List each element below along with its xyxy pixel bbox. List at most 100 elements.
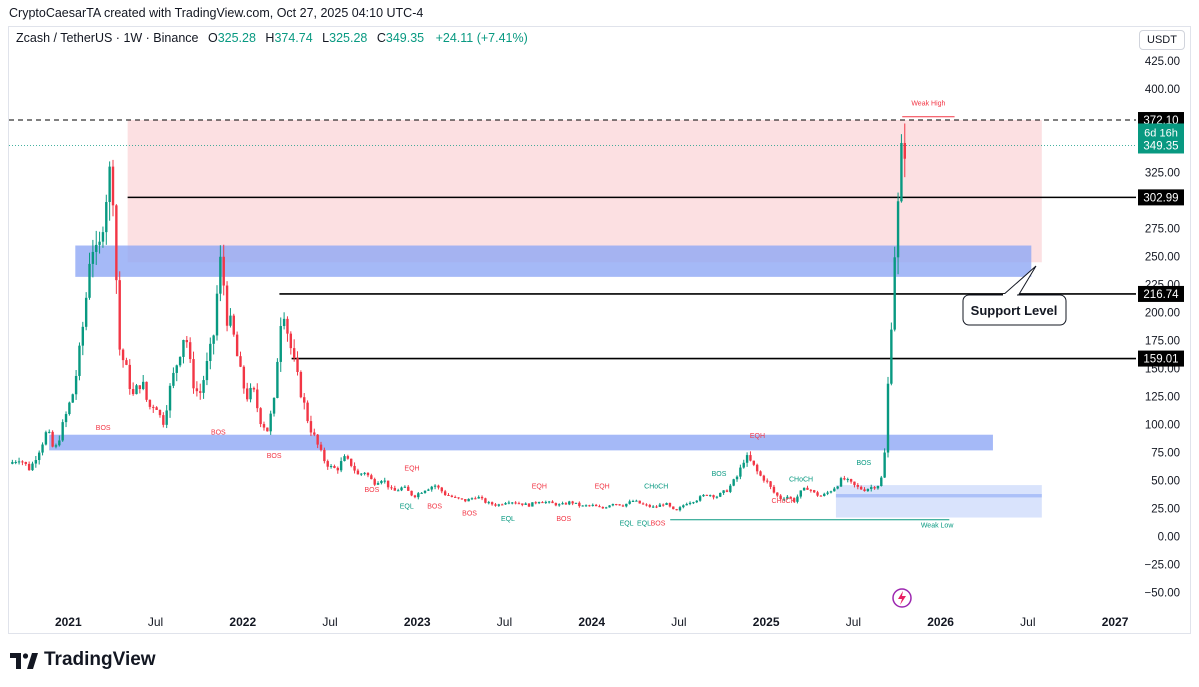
candle-body [672, 506, 675, 510]
candle-body [739, 467, 742, 477]
candle-body [873, 487, 876, 489]
candle-body [24, 461, 27, 464]
y-tick-label: 325.00 [1145, 168, 1180, 180]
candle-body [561, 503, 564, 505]
candle-body [386, 480, 390, 488]
candle-body [209, 343, 212, 362]
candle-body [229, 315, 232, 326]
candle-body [819, 495, 823, 497]
candle-body [81, 326, 85, 346]
y-tick-label: 175.00 [1145, 336, 1180, 348]
candle-body [537, 502, 541, 504]
candle-body [551, 501, 554, 504]
candle-body [115, 205, 118, 281]
candle-body [306, 402, 309, 422]
candle-body [490, 502, 494, 505]
candle-body [729, 485, 732, 492]
x-tick-label: Jul [671, 615, 686, 629]
candle-body [534, 502, 537, 504]
annotation-bos: BOS [651, 520, 666, 527]
candle-body [880, 477, 883, 486]
candle-body [366, 472, 370, 476]
candle-body [336, 467, 339, 471]
candle-body [591, 504, 594, 506]
candle-body [786, 496, 789, 499]
candle-body [34, 460, 38, 464]
candle-body [98, 241, 101, 245]
candle-body [675, 509, 678, 511]
annotation-bos: BOS [427, 504, 442, 511]
candle-body [145, 381, 148, 400]
candle-body [27, 463, 31, 471]
candle-body [527, 503, 531, 507]
candle-body [517, 503, 521, 505]
candle-body [722, 490, 725, 493]
candle-body [749, 455, 752, 461]
candle-body [621, 505, 625, 507]
candle-body [450, 495, 454, 497]
annotation-bos: BOS [856, 460, 871, 467]
candle-body [618, 504, 621, 506]
candle-body [138, 385, 142, 389]
candle-body [262, 424, 266, 428]
candle-body [719, 492, 722, 497]
candle-body [594, 504, 598, 507]
candle-body [712, 495, 715, 498]
zone-demand-2 [49, 434, 993, 451]
candle-body [390, 487, 393, 489]
candle-body [212, 335, 215, 344]
candle-body [601, 506, 605, 509]
candle-body [195, 388, 199, 392]
candle-body [806, 487, 809, 490]
candle-body [705, 494, 709, 496]
candle-body [558, 504, 561, 506]
candle-body [88, 263, 91, 298]
candle-body [792, 498, 796, 502]
candle-body [554, 503, 558, 506]
candle-body [464, 499, 467, 502]
y-tick-label: −50.00 [1145, 588, 1181, 600]
candle-body [625, 503, 628, 507]
candle-body [484, 498, 487, 503]
candle-body [192, 359, 195, 389]
x-tick-label: 2022 [229, 615, 256, 629]
candle-body [51, 431, 54, 447]
annotation-weak-high: Weak High [911, 101, 945, 108]
x-tick-label: 2023 [404, 615, 431, 629]
candle-body [111, 166, 115, 206]
candle-body [816, 492, 819, 496]
annotation-bos: BOS [364, 487, 379, 494]
candle-body [383, 480, 386, 482]
x-tick-label: Jul [497, 615, 512, 629]
currency-unit-button[interactable]: USDT [1139, 30, 1185, 50]
candle-body [182, 340, 185, 357]
chart-header: CryptoCaesarTA created with TradingView.… [0, 0, 1199, 26]
candle-body [782, 498, 786, 500]
close-key: C [376, 31, 386, 45]
candle-body [692, 502, 695, 504]
zone-light-3 [835, 485, 1042, 518]
candle-body [323, 449, 326, 462]
candle-body [37, 452, 41, 461]
brand-name: TradingView [44, 649, 156, 670]
candle-body [178, 356, 182, 366]
open-value: 325.28 [217, 31, 256, 45]
candle-body [299, 371, 303, 398]
candle-body [695, 500, 698, 503]
symbol-label[interactable]: Zcash / TetherUS · 1W · Binance [16, 31, 199, 45]
candle-body [202, 380, 205, 393]
candle-body [313, 432, 316, 435]
candle-body [343, 456, 346, 462]
candle-body [440, 487, 443, 492]
candle-body [702, 494, 705, 497]
candle-body [400, 487, 403, 491]
candle-body [762, 475, 766, 481]
candle-body [823, 493, 826, 496]
candle-body [846, 479, 849, 481]
candle-body [413, 495, 417, 498]
high-key: H [265, 31, 275, 45]
candle-body [745, 455, 749, 463]
candle-body [373, 479, 376, 485]
high-value: 374.74 [274, 31, 313, 45]
